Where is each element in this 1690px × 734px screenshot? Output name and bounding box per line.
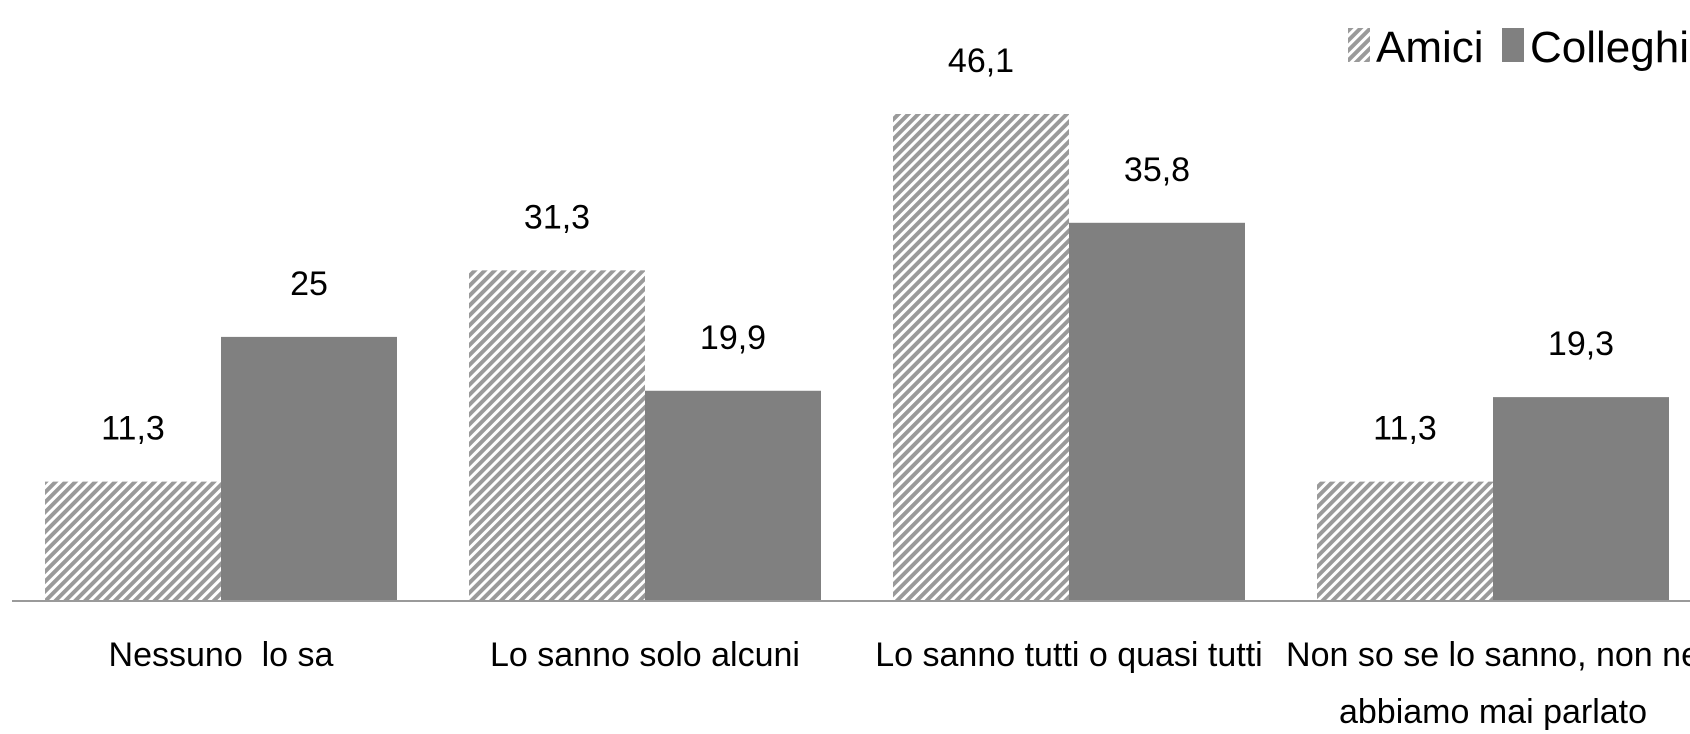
value-label-amici-0: 11,3: [101, 410, 165, 448]
value-label-colleghi-0: 25: [290, 265, 328, 303]
bar-amici-0: [45, 481, 221, 601]
bar-colleghi-0: [221, 336, 397, 601]
legend-swatch-amici: [1348, 28, 1370, 62]
bar-amici-1: [469, 270, 645, 601]
bar-amici-2: [893, 114, 1069, 601]
category-label-1: Lo sanno solo alcuni: [490, 636, 800, 674]
value-label-colleghi-1: 19,9: [700, 319, 766, 357]
category-label-2: Lo sanno tutti o quasi tutti: [875, 636, 1262, 674]
value-label-amici-1: 31,3: [524, 198, 590, 236]
value-label-colleghi-3: 19,3: [1548, 325, 1614, 363]
value-labels-group: 11,3 31,3 46,1 11,3 25 19,9 35,8 19,3: [101, 42, 1614, 448]
legend-label-colleghi: Colleghi: [1530, 23, 1689, 72]
category-label-3-line-0: Non so se lo sanno, non ne: [1286, 636, 1690, 674]
category-labels-group: Nessuno lo sa Lo sanno solo alcuni Lo sann…: [109, 636, 1690, 731]
legend-label-amici: Amici: [1376, 23, 1484, 72]
bar-colleghi-1: [645, 390, 821, 601]
value-label-colleghi-2: 35,8: [1124, 151, 1190, 189]
category-label-3-line-1: abbiamo mai parlato: [1339, 693, 1647, 731]
value-label-amici-3: 11,3: [1373, 410, 1437, 448]
legend-swatch-colleghi: [1502, 28, 1524, 62]
bar-colleghi-3: [1493, 397, 1669, 601]
bars-group: [45, 114, 1669, 601]
bar-colleghi-2: [1069, 222, 1245, 601]
value-label-amici-2: 46,1: [948, 42, 1014, 80]
bar-amici-3: [1317, 481, 1493, 601]
legend: Amici Colleghi: [1348, 23, 1689, 72]
category-label-0: Nessuno lo sa: [109, 636, 334, 674]
